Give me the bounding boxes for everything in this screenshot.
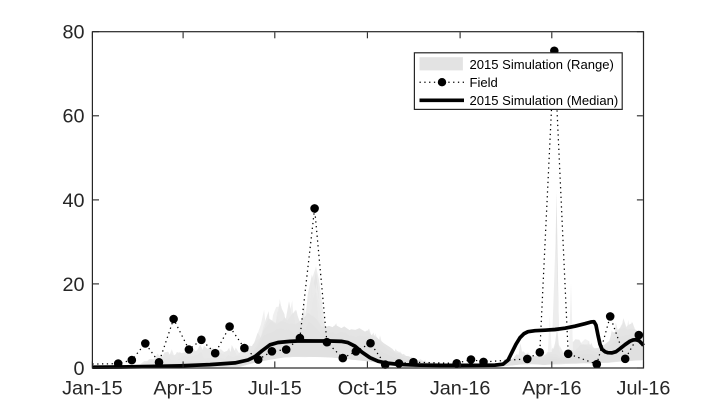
svg-text:40: 40	[62, 190, 84, 212]
svg-text:Oct-15: Oct-15	[338, 378, 397, 400]
svg-text:60: 60	[62, 106, 84, 128]
svg-text:2015 Simulation (Median): 2015 Simulation (Median)	[470, 93, 619, 108]
svg-text:80: 80	[62, 22, 84, 44]
svg-text:2015 Simulation (Range): 2015 Simulation (Range)	[470, 57, 614, 72]
svg-text:Jul-16: Jul-16	[617, 378, 671, 400]
svg-text:Field: Field	[470, 75, 498, 90]
svg-text:Apr-15: Apr-15	[153, 378, 212, 400]
svg-text:Jan-15: Jan-15	[62, 378, 122, 400]
svg-text:Jan-16: Jan-16	[430, 378, 490, 400]
svg-text:0: 0	[73, 358, 84, 380]
svg-text:Jul-15: Jul-15	[248, 378, 302, 400]
svg-text:20: 20	[62, 274, 84, 296]
svg-text:Apr-16: Apr-16	[522, 378, 581, 400]
